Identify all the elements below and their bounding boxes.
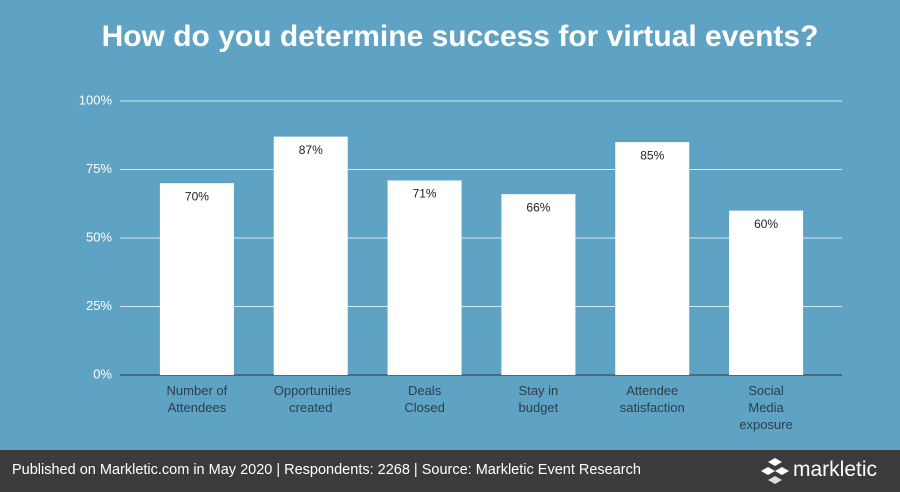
bar xyxy=(615,142,690,375)
y-tick-label: 25% xyxy=(86,298,112,313)
value-label: 60% xyxy=(754,217,778,231)
y-tick-label: 75% xyxy=(86,161,112,176)
y-tick-label: 100% xyxy=(79,92,113,107)
x-tick-label: Opportunities created xyxy=(273,383,352,415)
value-label: 87% xyxy=(299,143,323,157)
footer: Published on Markletic.com in May 2020 |… xyxy=(0,450,900,492)
value-label: 85% xyxy=(640,148,664,162)
x-tick-label: Attendee satisfaction xyxy=(619,383,685,415)
bar xyxy=(387,180,462,375)
logo-text: markletic xyxy=(793,458,878,481)
x-tick-label: Stay in budget xyxy=(518,383,559,415)
value-label: 70% xyxy=(185,189,209,203)
bar xyxy=(729,210,804,375)
logo-icon xyxy=(761,458,789,484)
bar xyxy=(273,136,348,375)
bar xyxy=(159,183,234,375)
x-tick-label: Social Media exposure xyxy=(739,383,793,432)
value-label: 71% xyxy=(413,187,437,201)
x-tick-label: Number of Attendees xyxy=(166,383,228,415)
bar xyxy=(501,194,576,375)
value-label: 66% xyxy=(526,200,550,214)
chart-title: How do you determine success for virtual… xyxy=(102,20,819,53)
footer-text: Published on Markletic.com in May 2020 |… xyxy=(12,462,641,478)
y-tick-label: 50% xyxy=(86,229,112,244)
y-tick-label: 0% xyxy=(93,366,112,381)
x-tick-label: Deals Closed xyxy=(404,383,445,415)
